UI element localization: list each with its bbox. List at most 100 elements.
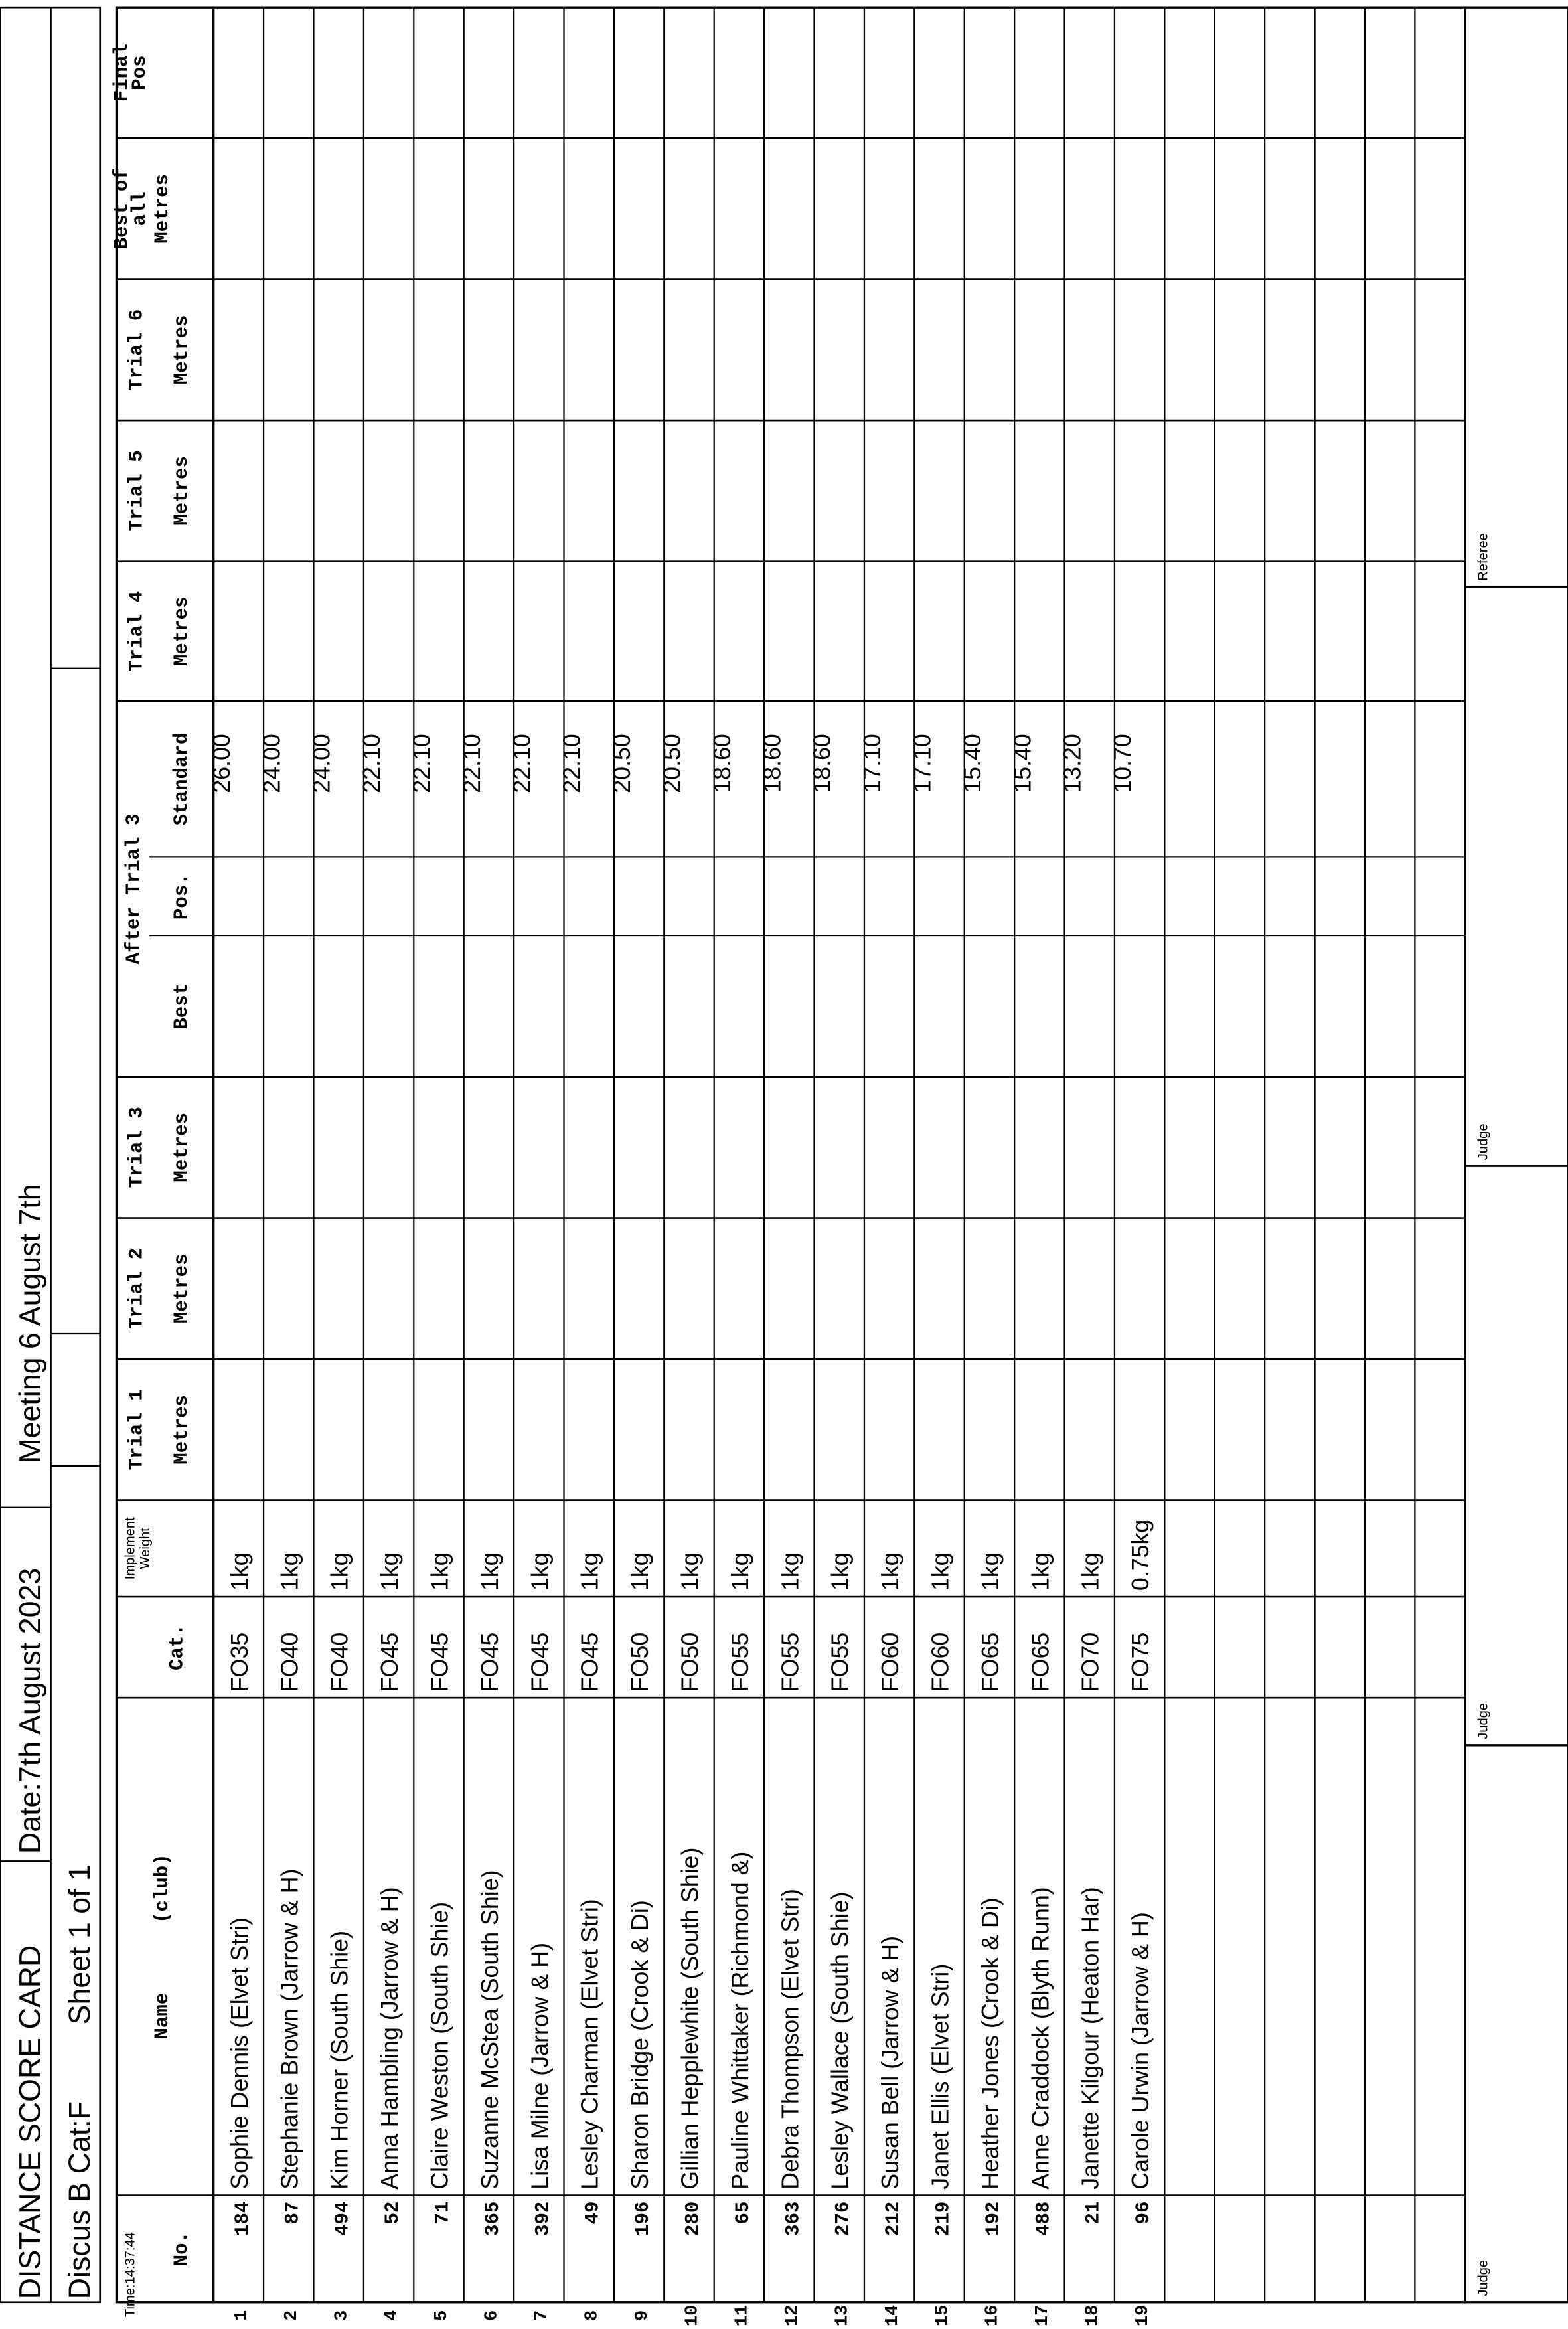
implement-weight: 1kg [977, 1552, 1004, 1591]
implement-weight: 1kg [727, 1552, 753, 1591]
column-header: Cat. [166, 1624, 188, 1670]
column-header: Trial 4 [126, 591, 148, 672]
standard: 24.00 [309, 734, 335, 793]
score-card-sheet: DISTANCE SCORE CARD Date:7th August 2023 M… [0, 6, 1568, 2326]
column-header: Metres [171, 315, 193, 385]
column-header: Trial 6 [126, 309, 148, 390]
column-header: Metres [171, 1113, 193, 1182]
standard: 18.60 [809, 734, 836, 793]
standard: 24.00 [258, 734, 285, 793]
standard: 15.40 [959, 734, 986, 793]
standard: 22.10 [358, 734, 385, 793]
athlete-name: Lisa Milne (Jarrow & H) [526, 1943, 553, 2190]
category: FO55 [827, 1633, 854, 1692]
row-number: 7 [532, 2310, 552, 2321]
implement-weight: 1kg [426, 1552, 453, 1591]
category: FO70 [1077, 1633, 1104, 1692]
athlete-number: 196 [632, 2202, 654, 2236]
athlete-name: Debra Thompson (Elvet Stri) [777, 1889, 803, 2190]
implement-weight: 0.75kg [1127, 1520, 1154, 1591]
standard: 20.50 [609, 734, 635, 793]
signature-label: Referee [1476, 533, 1490, 581]
category: FO55 [777, 1633, 803, 1692]
row-number: 4 [382, 2310, 402, 2321]
athlete-number: 184 [232, 2202, 254, 2236]
category: FO65 [977, 1633, 1004, 1692]
category: FO60 [927, 1633, 953, 1692]
implement-weight: 1kg [827, 1552, 854, 1591]
standard: 10.70 [1109, 734, 1136, 793]
implement-weight: 1kg [777, 1552, 803, 1591]
athlete-name: Anna Hambling (Jarrow & H) [376, 1887, 403, 2189]
date: Date:7th August 2023 [13, 1568, 47, 1854]
category: FO55 [727, 1633, 753, 1692]
category: FO45 [376, 1633, 403, 1692]
category: FO45 [577, 1633, 603, 1692]
group-header: After Trial 3 [123, 814, 145, 965]
category: FO50 [676, 1633, 703, 1692]
column-header: Metres [171, 1395, 193, 1465]
column-header: Metres [151, 174, 173, 244]
athlete-number: 494 [332, 2202, 354, 2236]
event: Discus B Cat:F [62, 2101, 96, 2299]
athlete-number: 276 [832, 2202, 854, 2236]
athlete-name: Susan Bell (Jarrow & H) [877, 1936, 903, 2190]
athlete-number: 363 [782, 2202, 804, 2236]
athlete-number: 192 [982, 2202, 1004, 2236]
standard: 17.10 [909, 734, 935, 793]
athlete-number: 52 [382, 2202, 404, 2225]
row-number: 14 [883, 2305, 903, 2326]
column-header: Trial 2 [126, 1248, 148, 1329]
athlete-number: 49 [582, 2202, 604, 2225]
athlete-name: Lesley Wallace (South Shie) [827, 1892, 854, 2190]
column-header: Metres [171, 456, 193, 526]
athlete-name: Stephanie Brown (Jarrow & H) [276, 1869, 303, 2190]
athlete-name: Janette Kilgour (Heaton Har) [1077, 1887, 1104, 2189]
athlete-number: 392 [532, 2202, 554, 2236]
signature-label: Judge [1476, 1703, 1490, 1739]
column-header: Trial 1 [126, 1389, 148, 1470]
athlete-name: Anne Craddock (Blyth Runn) [1027, 1887, 1054, 2189]
athlete-number: 21 [1083, 2202, 1105, 2225]
athlete-number: 280 [682, 2202, 704, 2236]
athlete-name: Heather Jones (Crook & Di) [977, 1897, 1004, 2189]
row-number: 1 [232, 2310, 252, 2321]
standard: 22.10 [459, 734, 485, 793]
standard: 18.60 [709, 734, 736, 793]
athlete-number: 87 [281, 2202, 303, 2225]
implement-weight: 1kg [526, 1552, 553, 1591]
column-header: Best [171, 983, 193, 1030]
category: FO45 [526, 1633, 553, 1692]
signature-label: Judge [1476, 1123, 1490, 1160]
column-header: Trial 5 [126, 450, 148, 531]
signature-label: Judge [1476, 2260, 1490, 2296]
implement-weight: 1kg [1027, 1552, 1054, 1591]
athlete-name: Claire Weston (South Shie) [426, 1902, 453, 2190]
column-header: Metres [171, 596, 193, 666]
category: FO60 [877, 1633, 903, 1692]
title: DISTANCE SCORE CARD [13, 1945, 47, 2300]
athlete-number: 65 [732, 2202, 754, 2225]
row-number: 5 [432, 2310, 452, 2321]
athlete-name: Pauline Whittaker (Richmond &) [727, 1852, 753, 2190]
standard: 20.50 [659, 734, 685, 793]
row-number: 12 [783, 2305, 803, 2326]
category: FO65 [1027, 1633, 1054, 1692]
column-header: Weight [138, 1528, 153, 1569]
implement-weight: 1kg [376, 1552, 403, 1591]
athlete-number: 212 [882, 2202, 904, 2236]
column-header: all [129, 191, 151, 226]
athlete-name: Suzanne McStea (South Shie) [477, 1870, 503, 2189]
athlete-name: Kim Horner (South Shie) [327, 1931, 353, 2190]
row-number: 9 [633, 2310, 653, 2321]
implement-weight: 1kg [927, 1552, 953, 1591]
time: Time:14:37:44 [123, 2232, 137, 2317]
row-number: 15 [933, 2305, 953, 2326]
row-number: 10 [682, 2305, 702, 2326]
column-header: Pos. [171, 873, 193, 920]
column-header: Best of [111, 168, 133, 249]
implement-weight: 1kg [577, 1552, 603, 1591]
implement-weight: 1kg [477, 1552, 503, 1591]
sheet: Sheet 1 of 1 [62, 1864, 96, 2024]
